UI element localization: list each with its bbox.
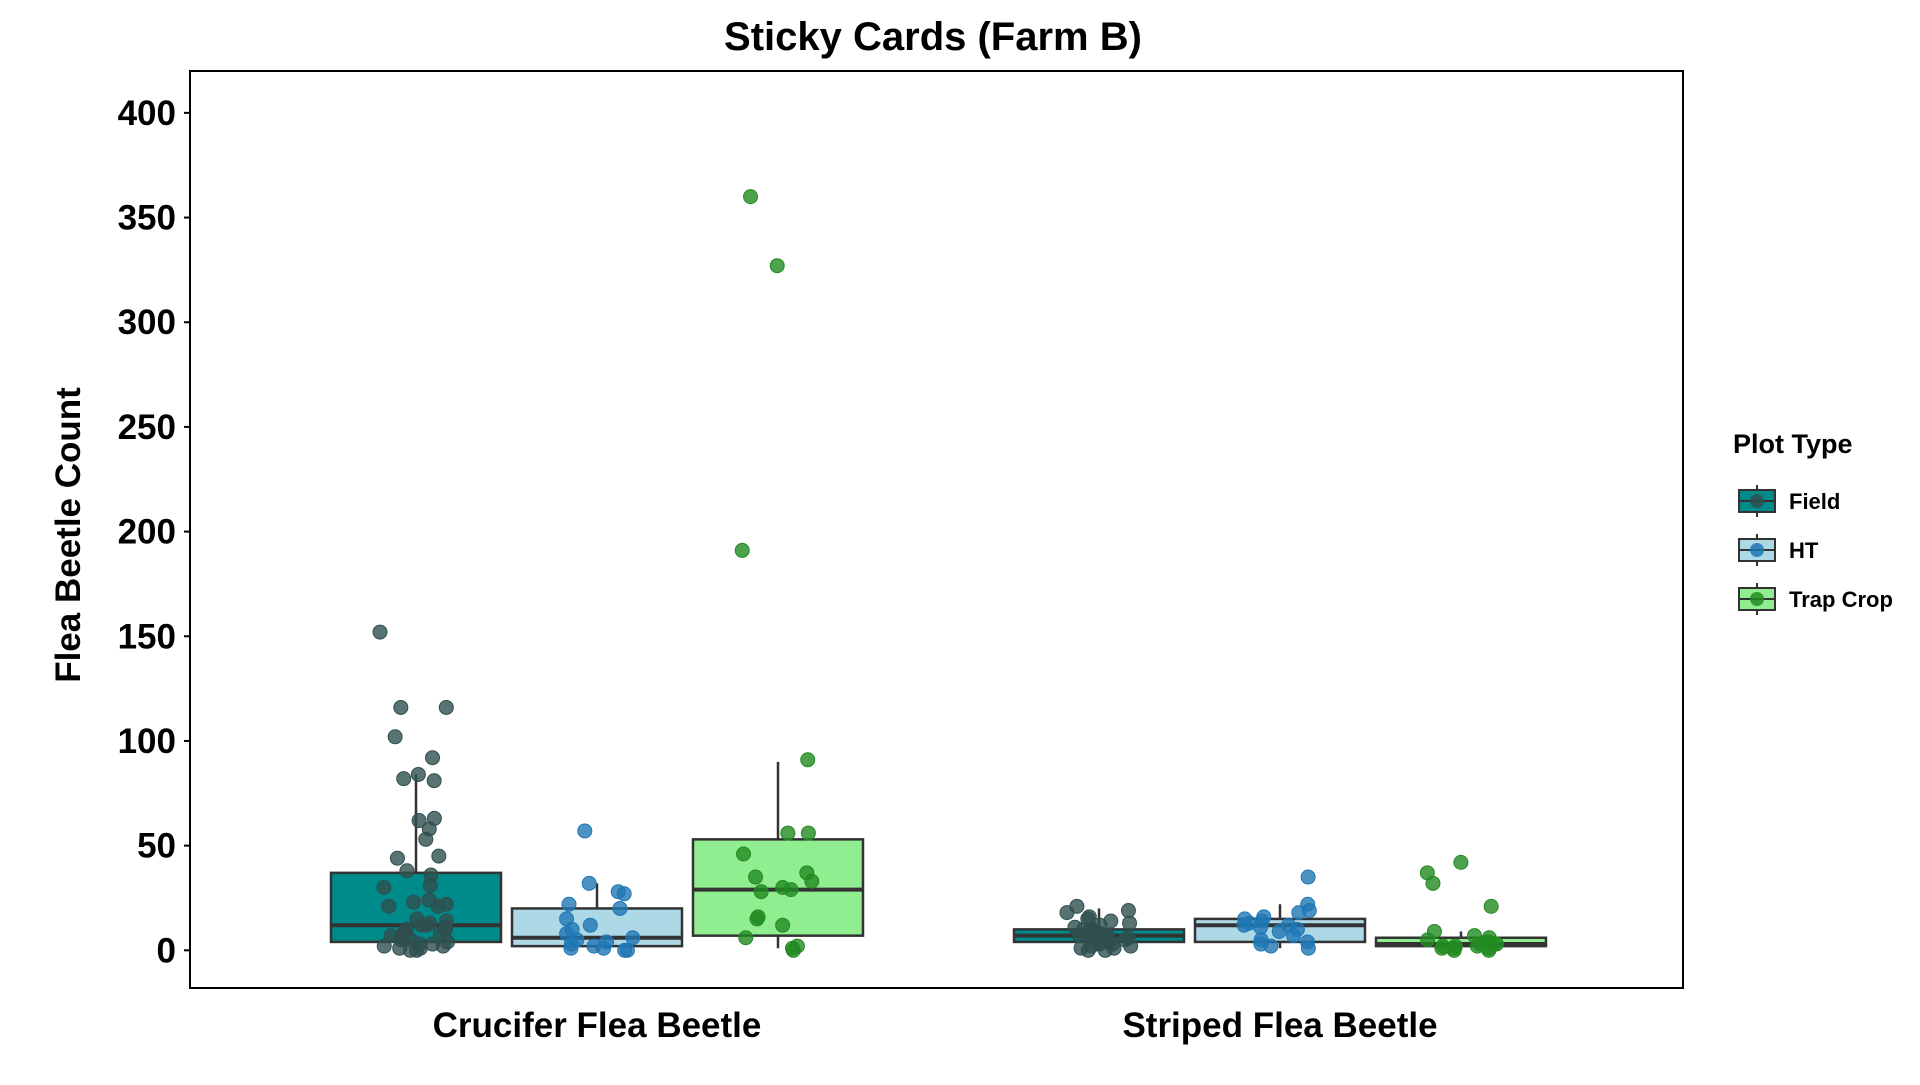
legend-title: Plot Type xyxy=(1733,429,1853,459)
legend-label: Field xyxy=(1789,489,1840,514)
data-point xyxy=(785,942,801,958)
data-point xyxy=(804,873,820,889)
data-point xyxy=(372,624,388,640)
data-point xyxy=(410,766,426,782)
data-point xyxy=(581,875,597,891)
data-point xyxy=(596,940,612,956)
data-point xyxy=(1123,938,1139,954)
legend-label: HT xyxy=(1789,538,1819,563)
plot-area: 0 50 100 150 200 250 300 350 400 Crucifer Flea Be… xyxy=(118,70,1684,1045)
data-point xyxy=(1481,942,1497,958)
data-point xyxy=(561,896,577,912)
data-point xyxy=(577,823,593,839)
data-point xyxy=(734,542,750,558)
data-point xyxy=(748,869,764,885)
data-point xyxy=(769,258,785,274)
data-point xyxy=(1120,903,1136,919)
data-point xyxy=(414,917,430,933)
data-point xyxy=(625,930,641,946)
data-point xyxy=(563,940,579,956)
y-tick-label: 250 xyxy=(118,408,176,447)
x-tick-label: Crucifer Flea Beetle xyxy=(433,1006,762,1045)
data-point xyxy=(1072,928,1088,944)
data-point xyxy=(1300,869,1316,885)
data-point xyxy=(381,898,397,914)
data-point xyxy=(1097,942,1113,958)
data-point xyxy=(422,877,438,893)
legend-point xyxy=(1750,592,1764,606)
data-point xyxy=(1425,875,1441,891)
data-point xyxy=(1446,942,1462,958)
data-point xyxy=(1080,942,1096,958)
data-point xyxy=(406,894,422,910)
data-point xyxy=(1291,905,1307,921)
data-point xyxy=(430,898,446,914)
data-point xyxy=(411,813,427,829)
y-tick-label: 350 xyxy=(118,199,176,238)
y-tick-label: 0 xyxy=(157,931,176,970)
data-point xyxy=(616,886,632,902)
data-point xyxy=(387,729,403,745)
data-point xyxy=(435,938,451,954)
chart-title: Sticky Cards (Farm B) xyxy=(724,15,1142,59)
data-point xyxy=(426,773,442,789)
data-point xyxy=(800,825,816,841)
data-point xyxy=(1059,905,1075,921)
x-tick-label: Striped Flea Beetle xyxy=(1122,1006,1437,1045)
legend-point xyxy=(1750,543,1764,557)
data-point xyxy=(1483,898,1499,914)
data-point xyxy=(1286,928,1302,944)
data-point xyxy=(1236,917,1252,933)
data-point xyxy=(743,189,759,205)
data-point xyxy=(376,880,392,896)
legend: Plot Type Field HT Trap Crop xyxy=(1733,429,1893,615)
data-point xyxy=(1122,915,1138,931)
legend-label: Trap Crop xyxy=(1789,587,1893,612)
data-point xyxy=(425,750,441,766)
data-point xyxy=(738,930,754,946)
data-point xyxy=(438,699,454,715)
data-point xyxy=(1420,932,1436,948)
data-point xyxy=(1434,940,1450,956)
y-tick-label: 200 xyxy=(118,513,176,552)
y-axis-label: Flea Beetle Count xyxy=(49,387,88,683)
data-point xyxy=(1253,919,1269,935)
data-point xyxy=(418,831,434,847)
data-point xyxy=(1263,938,1279,954)
y-tick-label: 50 xyxy=(137,827,176,866)
data-point xyxy=(783,882,799,898)
legend-point xyxy=(1750,494,1764,508)
y-tick-label: 150 xyxy=(118,617,176,656)
data-point xyxy=(1271,923,1287,939)
plot-frame xyxy=(189,70,1684,989)
data-point xyxy=(389,850,405,866)
data-point xyxy=(396,771,412,787)
data-point xyxy=(431,848,447,864)
y-tick-label: 300 xyxy=(118,303,176,342)
data-point xyxy=(582,917,598,933)
y-tick-label: 400 xyxy=(118,94,176,133)
data-point xyxy=(376,938,392,954)
data-point xyxy=(736,846,752,862)
data-point xyxy=(1300,940,1316,956)
data-point xyxy=(399,863,415,879)
data-point xyxy=(753,884,769,900)
data-point xyxy=(393,699,409,715)
y-tick-label: 100 xyxy=(118,722,176,761)
data-point xyxy=(1453,854,1469,870)
data-point xyxy=(780,825,796,841)
data-point xyxy=(402,942,418,958)
data-point xyxy=(800,752,816,768)
data-point xyxy=(617,942,633,958)
data-point xyxy=(749,911,765,927)
data-point xyxy=(775,917,791,933)
data-point xyxy=(612,900,628,916)
